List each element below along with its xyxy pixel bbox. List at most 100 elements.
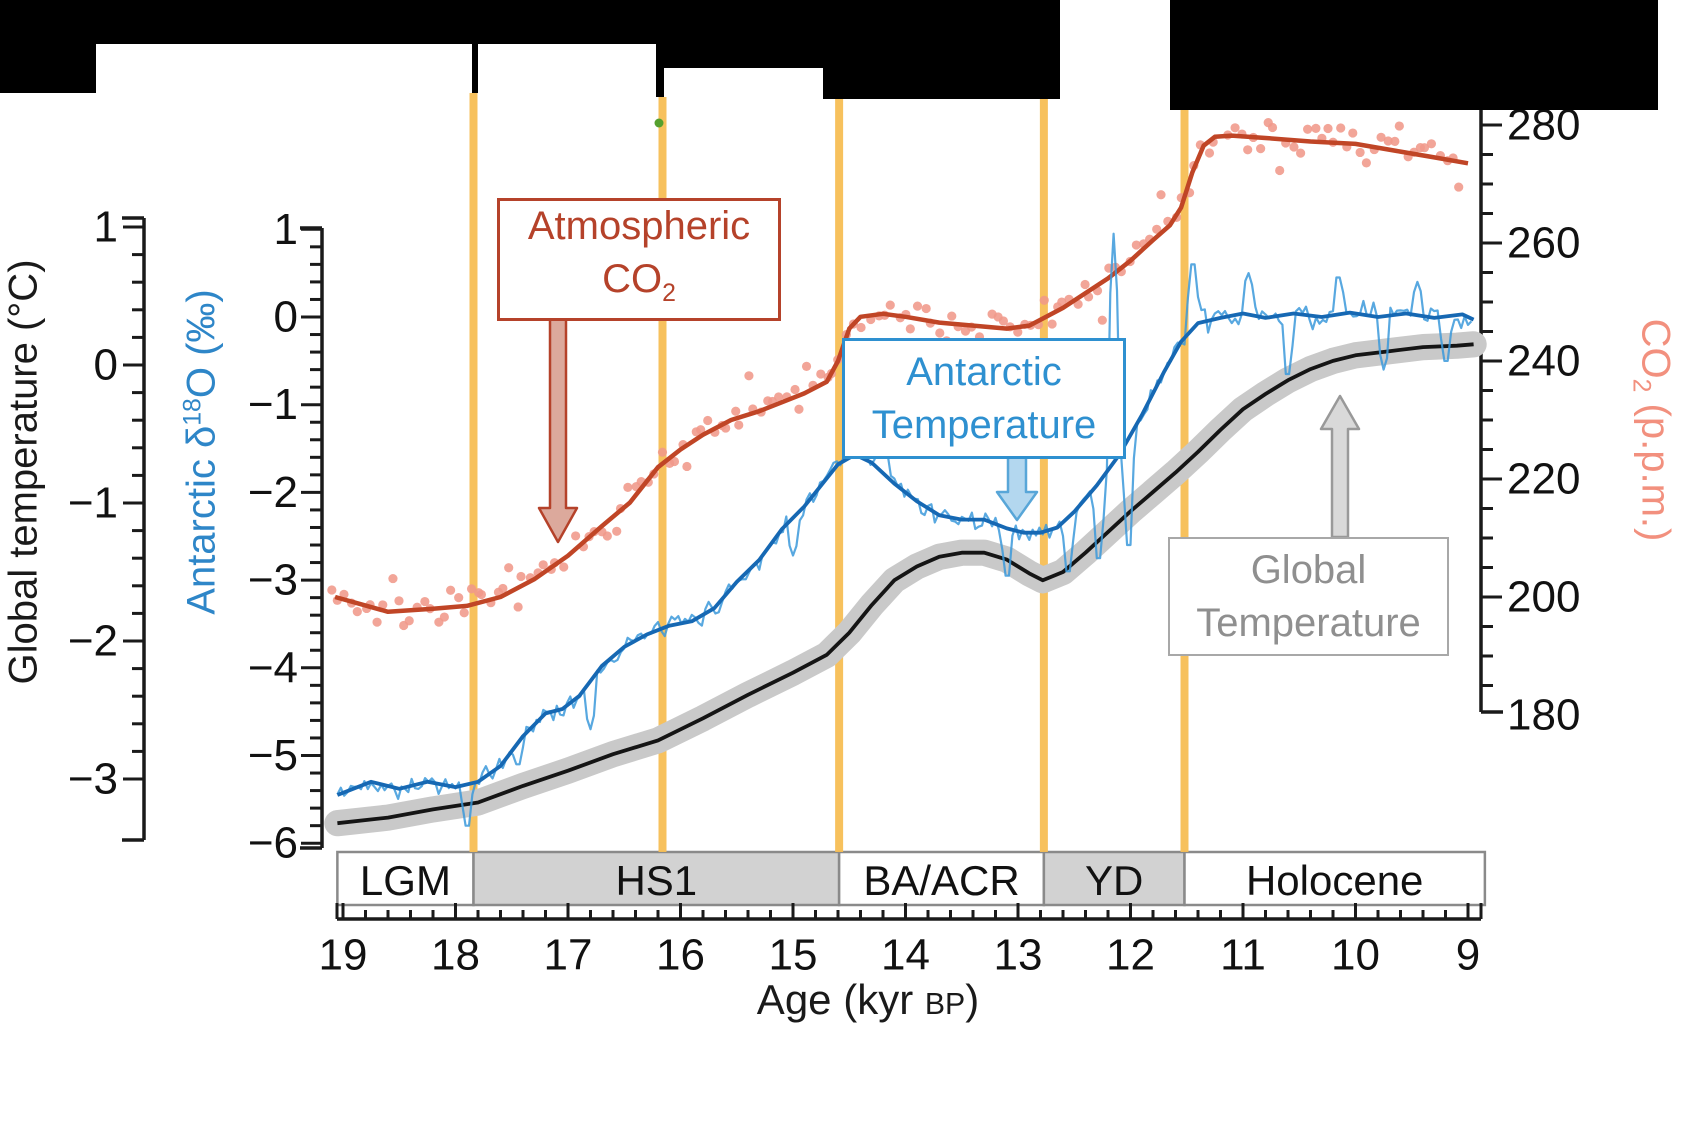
- global-temperature-label-line1: Global: [1250, 547, 1367, 592]
- co2-data-point: [623, 482, 633, 492]
- co2-data-point: [439, 612, 449, 622]
- global-arrow: [1319, 394, 1361, 539]
- x-tick-label: 15: [769, 931, 818, 980]
- co2-data-point: [794, 404, 804, 414]
- redaction-bar: [656, 0, 664, 97]
- co2-data-point: [773, 392, 784, 402]
- co2-data-point: [513, 602, 523, 612]
- co2-data-point: [1383, 136, 1393, 146]
- co2-data-point: [538, 560, 548, 570]
- co2-axis-tick-label: 260: [1507, 219, 1580, 268]
- x-tick-label: 14: [881, 931, 930, 980]
- co2-data-point: [504, 563, 514, 573]
- antarctic-temperature-label-line2: Temperature: [871, 402, 1097, 447]
- co2-data-point: [388, 573, 398, 584]
- period-cell-hs1: [472, 850, 841, 907]
- x-axis-title: Age (kyr BP): [756, 976, 980, 1023]
- antarctic-temperature-label-line1: Antarctic: [906, 349, 1062, 394]
- co2-data-point: [1230, 123, 1240, 133]
- global-temperature-label-box: Global Temperature: [1168, 537, 1449, 656]
- co2-data-point: [1303, 124, 1313, 134]
- co2-data-point: [921, 303, 931, 314]
- redaction-bar: [823, 0, 1060, 99]
- co2-axis-tick-label: 180: [1507, 691, 1580, 740]
- co2-data-point: [801, 361, 812, 371]
- co2-data-point: [1243, 145, 1253, 155]
- co2-data-point: [1355, 147, 1365, 158]
- global-temp-axis-title: Global temperature (°C): [1, 259, 46, 685]
- co2-data-point: [856, 322, 866, 333]
- antarctic-axis-title: Antarctic δ18O (‰): [179, 289, 224, 615]
- co2-axis-title: CO2 (p.p.m.): [1627, 318, 1678, 542]
- co2-data-point: [378, 600, 388, 610]
- x-tick-label: 16: [656, 931, 705, 980]
- co2-data-point: [420, 596, 430, 607]
- co2-data-point: [696, 425, 706, 435]
- co2-axis-tick-label: 240: [1507, 337, 1580, 386]
- co2-data-point: [602, 531, 612, 541]
- co2-data-point: [1131, 240, 1141, 250]
- co2-data-point: [559, 562, 569, 572]
- co2-data-point: [372, 617, 382, 627]
- global-temp-axis-tick-label: −3: [68, 755, 118, 804]
- co2-data-point: [731, 406, 741, 416]
- antarctic-axis-tick-label: −2: [248, 468, 298, 517]
- co2-data-point: [394, 596, 404, 606]
- co2-trend-curve: [334, 133, 1469, 615]
- period-cell-lgm: [336, 850, 475, 907]
- co2-data-point: [1047, 319, 1057, 329]
- x-tick-label: 18: [431, 931, 480, 980]
- co2-data-point: [1454, 182, 1464, 192]
- antarctic-temp-jagged-curve: [336, 232, 1473, 827]
- co2-data-point: [1256, 144, 1266, 154]
- antarctic-axis-tick-label: 1: [274, 205, 298, 254]
- x-tick-label: 17: [544, 931, 593, 980]
- co2-data-point: [1361, 158, 1371, 168]
- global-temp-axis-tick-label: 0: [94, 341, 118, 390]
- antarctic-arrow: [995, 452, 1039, 522]
- co2-data-point: [476, 589, 487, 600]
- co2-data-point: [703, 415, 713, 426]
- co2-data-point: [657, 447, 668, 457]
- co2-data-point: [404, 616, 414, 626]
- co2-data-point: [1289, 142, 1299, 152]
- co2-data-point: [498, 583, 508, 594]
- co2-data-point: [905, 324, 915, 334]
- co2-data-point: [1267, 122, 1278, 133]
- atmospheric-co2-label-box: Atmospheric CO2: [497, 198, 781, 321]
- co2-data-point: [446, 585, 456, 595]
- x-tick-label: 12: [1106, 931, 1155, 980]
- period-cell-holocene: [1183, 850, 1487, 907]
- redaction-bar: [0, 0, 96, 93]
- co2-data-point: [1097, 315, 1107, 325]
- co2-data-point: [1080, 279, 1090, 290]
- co2-data-point: [790, 384, 800, 395]
- global-temp-curve: [337, 342, 1474, 826]
- co2-data-point: [1057, 297, 1067, 307]
- redaction-bar: [472, 0, 478, 93]
- co2-data-point: [734, 420, 744, 430]
- global-temperature-label-line2: Temperature: [1196, 600, 1421, 645]
- co2-axis-tick-label: 220: [1507, 455, 1580, 504]
- antarctic-axis-tick-label: −1: [248, 380, 298, 429]
- co2-data-point: [1336, 123, 1346, 133]
- period-label: Holocene: [1246, 857, 1423, 904]
- redaction-bar: [478, 0, 658, 44]
- antarctic-temp-smooth-curve: [336, 310, 1475, 797]
- co2-data-point: [816, 369, 826, 379]
- co2-data-point: [1156, 190, 1166, 200]
- co2-data-point: [947, 311, 957, 321]
- co2-axis-tick-label: 200: [1507, 573, 1580, 622]
- atmospheric-co2-label-line1: Atmospheric: [527, 203, 751, 248]
- co2-data-point: [459, 608, 469, 618]
- co2-data-point: [1039, 295, 1049, 305]
- co2-data-point: [1204, 148, 1215, 158]
- x-tick-label: 9: [1456, 931, 1480, 980]
- period-label: HS1: [615, 857, 697, 904]
- co2-data-point: [352, 607, 362, 617]
- co2-data-point: [912, 301, 923, 311]
- co2-data-point: [1013, 327, 1023, 337]
- redaction-bar: [1170, 0, 1658, 110]
- co2-data-point: [1323, 123, 1333, 134]
- co2-data-point: [327, 585, 337, 595]
